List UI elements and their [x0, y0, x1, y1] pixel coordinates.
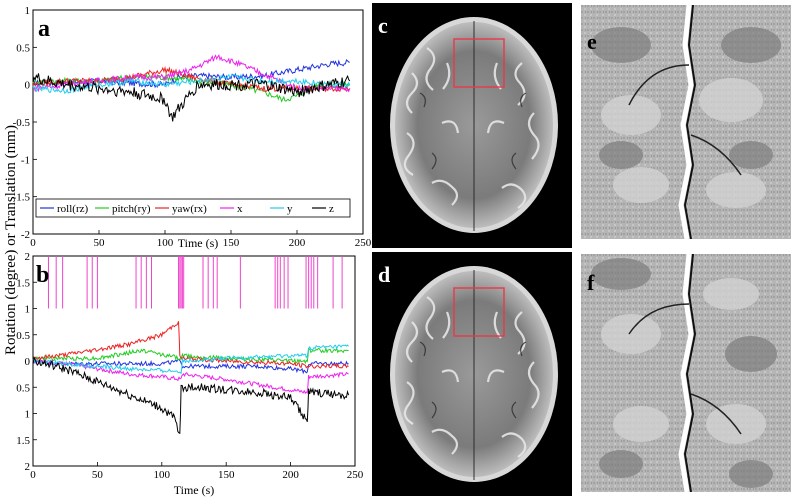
series-group-a: [32, 54, 351, 122]
series-line-pitch-ry-: [32, 346, 349, 365]
series-line-x: [32, 359, 349, 395]
brain-slice-c: [390, 17, 558, 233]
chart-panel-a: 1 0.5 0 -0.5 -1 -1.5 -2 0 50 100 150 200 250 Time (…: [13, 5, 372, 250]
x-tick-label: 0: [30, 469, 36, 481]
x-tick-label: 250: [355, 237, 372, 249]
y-tick-label: 2: [25, 251, 31, 263]
shared-y-axis-label: Rotation (degree) or Translation (mm): [3, 125, 19, 355]
x-ticks-a: 0 50 100 150 200 250: [30, 230, 372, 249]
x-axis-label-b: Time (s): [174, 483, 215, 497]
y-tick-label: 1: [25, 409, 31, 421]
series-line-z: [32, 356, 350, 435]
panel-label-b: b: [36, 262, 49, 288]
series-line-yaw-rx-: [32, 321, 349, 369]
x-ticks-b: 0 50 100 150 200 250: [30, 462, 364, 481]
y-tick-label: -1.5: [13, 192, 31, 204]
chart-panel-b: 2 1.5 1 0.5 0 0.5 1 1.5 2 0 50 100 150 200 250 Time (…: [16, 251, 364, 497]
y-tick-label: 1: [25, 304, 31, 316]
series-line-y: [32, 73, 351, 95]
panel-label-c: c: [378, 13, 388, 38]
y-tick-label: -0.5: [13, 117, 31, 129]
region-of-interest-box-d: [453, 287, 505, 337]
panel-label-e: e: [587, 29, 597, 54]
x-tick-label: 0: [30, 237, 36, 249]
panel-label-f: f: [587, 270, 595, 295]
x-tick-label: 150: [218, 469, 235, 481]
legend-label: yaw(rx): [172, 203, 207, 215]
series-line-z: [32, 73, 351, 122]
x-tick-label: 50: [92, 469, 104, 481]
legend-a: roll(rz) pitch(ry) yaw(rx) x y z: [35, 198, 351, 218]
series-line-y: [32, 344, 349, 375]
y-tick-label: 1.5: [16, 435, 30, 447]
y-tick-label: -1: [21, 154, 30, 166]
x-axis-label-a: Time (s): [178, 236, 219, 250]
legend-label: x: [237, 203, 243, 215]
series-group-b: [32, 321, 350, 435]
plot-frame-a: [32, 9, 364, 235]
zoom-detail-f: [581, 254, 791, 492]
y-tick-label: 0: [25, 80, 31, 92]
region-of-interest-box-c: [453, 38, 505, 88]
panel-label-a: a: [38, 16, 50, 42]
x-tick-label: 200: [282, 469, 299, 481]
series-line-yaw-rx-: [32, 65, 351, 93]
mri-image-d: d: [372, 252, 572, 496]
legend-label: roll(rz): [57, 203, 88, 215]
y-tick-label: 1.5: [16, 277, 30, 289]
y-tick-label: 1: [25, 5, 31, 17]
series-line-roll-rz-: [32, 359, 349, 375]
mri-image-c: c: [372, 3, 572, 248]
event-markers-b: [47, 256, 343, 309]
legend-label: pitch(ry): [112, 203, 151, 215]
y-ticks-b: 2 1.5 1 0.5 0 0.5 1 1.5 2: [16, 251, 37, 473]
y-ticks-a: 1 0.5 0 -0.5 -1 -1.5 -2: [13, 5, 37, 241]
y-tick-label: 0: [25, 356, 31, 368]
x-tick-label: 100: [157, 237, 174, 249]
y-tick-label: -2: [21, 229, 30, 241]
panel-label-d: d: [378, 262, 391, 287]
y-tick-label: 0.5: [16, 382, 30, 394]
zoomed-image-e: e: [581, 5, 791, 239]
x-tick-label: 50: [94, 237, 106, 249]
brain-slice-d: [390, 266, 558, 482]
x-tick-label: 150: [223, 237, 240, 249]
legend-label: y: [287, 203, 293, 215]
zoom-detail-e: [581, 5, 791, 239]
figure-svg: Rotation (degree) or Translation (mm) 10…: [3, 5, 372, 497]
y-tick-label: 2: [25, 461, 31, 473]
legend-box-a: [35, 198, 351, 218]
y-tick-label: 0.5: [16, 330, 30, 342]
zoomed-image-f: f: [581, 254, 791, 492]
x-tick-label: 200: [289, 237, 306, 249]
x-tick-label: 100: [154, 469, 171, 481]
y-tick-label: 0.5: [16, 42, 30, 54]
legend-label: z: [329, 203, 334, 215]
x-tick-label: 250: [347, 469, 364, 481]
